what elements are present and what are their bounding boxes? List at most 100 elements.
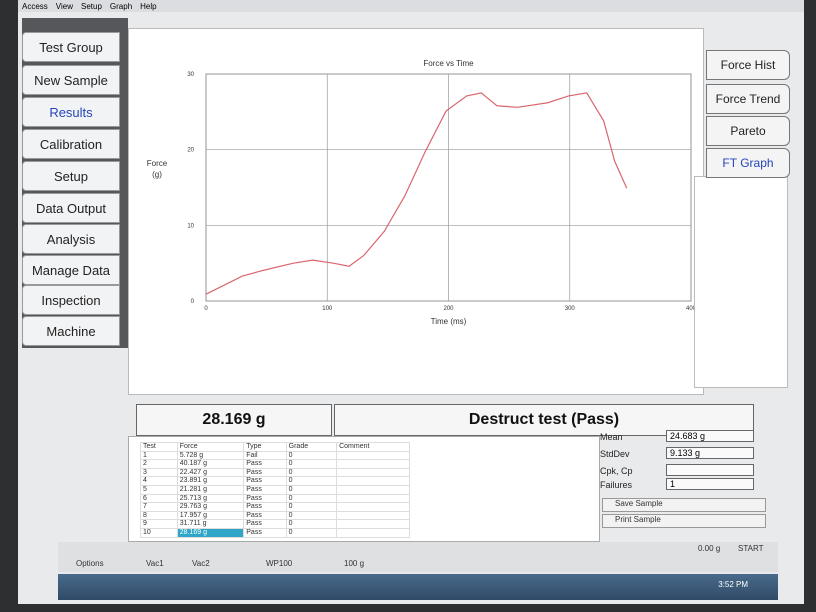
table-row[interactable]: 3 22.427 g Pass 0 xyxy=(140,467,410,478)
left-tab[interactable]: Manage Data xyxy=(22,255,120,285)
button[interactable]: START xyxy=(738,544,764,553)
y-tick-label: 30 xyxy=(187,72,194,78)
x-axis-label: Time (ms) xyxy=(431,317,467,326)
checkbox[interactable]: Vac2 xyxy=(192,559,210,568)
table-cell: 0 xyxy=(285,502,338,512)
table-cell: 0 xyxy=(285,467,338,478)
y-tick-label: 10 xyxy=(187,223,194,229)
x-tick-label: 100 xyxy=(322,306,333,312)
table-row[interactable]: 6 25.713 g Pass 0 xyxy=(140,493,410,504)
table-cell: Pass xyxy=(243,484,287,495)
table-cell xyxy=(336,493,410,504)
table-cell: Pass xyxy=(243,519,287,529)
menu-item[interactable]: Help xyxy=(140,1,157,11)
table-cell xyxy=(336,476,410,486)
left-tab[interactable]: Machine xyxy=(22,316,120,346)
table-row[interactable]: 5 21.281 g Pass 0 xyxy=(140,484,410,495)
stat-value: 1 xyxy=(666,478,754,490)
left-tab[interactable]: Data Output xyxy=(22,193,120,223)
table-cell: 0 xyxy=(285,527,338,538)
table-row[interactable]: 9 31.711 g Pass 0 xyxy=(140,519,410,529)
menu-item[interactable]: Graph xyxy=(109,1,133,11)
status-bar: Options Vac1 Vac2 WP100 100 g 0.00 g START xyxy=(58,542,778,572)
table-cell: 0 xyxy=(285,476,338,486)
table-cell: 3 xyxy=(140,467,178,478)
table-cell: Pass xyxy=(243,510,287,521)
table-cell: Fail xyxy=(243,450,287,461)
table-header: Test Force Type Grade Comment xyxy=(140,442,410,452)
table-cell: 7 xyxy=(140,502,178,512)
taskbar: 3:52 PM xyxy=(58,574,778,600)
clock: 3:52 PM xyxy=(718,580,748,589)
table-row[interactable]: 10 28.169 g Pass 0 xyxy=(140,527,410,538)
left-tab[interactable]: Results xyxy=(22,97,120,127)
menu-bar: Access View Setup Graph Help xyxy=(18,0,804,12)
x-tick-label: 0 xyxy=(204,306,208,312)
left-tab[interactable]: Analysis xyxy=(22,224,120,254)
table-cell: 6 xyxy=(140,493,178,504)
table-row[interactable]: 7 29.763 g Pass 0 xyxy=(140,502,410,512)
table-row[interactable]: 8 17.957 g Pass 0 xyxy=(140,510,410,521)
x-tick-label: 300 xyxy=(565,306,576,312)
right-tab[interactable]: Pareto xyxy=(706,116,790,146)
menu-item[interactable]: Access xyxy=(22,1,48,11)
table-cell: 9 xyxy=(140,519,178,529)
table-cell xyxy=(336,510,410,521)
stat-label: StdDev xyxy=(600,449,630,459)
table-cell: Pass xyxy=(243,493,287,504)
table-row[interactable]: 4 23.891 g Pass 0 xyxy=(140,476,410,486)
table-cell: 28.169 g xyxy=(176,527,245,538)
menu-item[interactable]: View xyxy=(55,1,73,11)
stat-value xyxy=(666,464,754,476)
table-cell: 31.711 g xyxy=(176,519,245,529)
left-tab[interactable]: Test Group xyxy=(22,32,120,62)
right-tab[interactable]: Force Trend xyxy=(706,84,790,114)
table-cell: 0 xyxy=(285,510,338,521)
action-button[interactable]: Print Sample xyxy=(602,514,766,528)
right-tab[interactable]: FT Graph xyxy=(706,148,790,178)
menu-item[interactable]: Setup xyxy=(81,1,102,11)
stat-label: Cpk, Cp xyxy=(600,466,633,476)
table-cell: 4 xyxy=(140,476,178,486)
table-row[interactable]: 2 40.187 g Pass 0 xyxy=(140,459,410,469)
y-axis-label: Force xyxy=(147,159,168,168)
table-cell: Pass xyxy=(243,467,287,478)
column-header: Force xyxy=(176,442,245,452)
table-cell: 29.763 g xyxy=(176,502,245,512)
table-cell: 0 xyxy=(285,450,338,461)
action-button[interactable]: Save Sample xyxy=(602,498,766,512)
chart-title: Force vs Time xyxy=(423,59,474,68)
checkbox[interactable]: Vac1 xyxy=(146,559,164,568)
button[interactable]: Options xyxy=(76,559,104,568)
table-cell xyxy=(336,519,410,529)
table-cell xyxy=(336,459,410,469)
column-header: Type xyxy=(243,442,287,452)
results-table: Test Force Type Grade Comment 1 5.728 g Fail 0 2 4… xyxy=(140,442,410,538)
left-tab[interactable]: Setup xyxy=(22,161,120,191)
force-readout: 28.169 g xyxy=(136,404,332,436)
left-tab[interactable]: Inspection xyxy=(22,285,120,315)
y-tick-label: 0 xyxy=(191,299,195,305)
y-tick-label: 20 xyxy=(187,148,194,154)
table-cell: 25.713 g xyxy=(176,493,245,504)
table-cell: 17.957 g xyxy=(176,510,245,521)
table-cell: 8 xyxy=(140,510,178,521)
field: 0.00 g xyxy=(698,544,721,553)
table-cell: 0 xyxy=(285,519,338,529)
field: WP100 xyxy=(266,559,293,568)
table-cell: 40.187 g xyxy=(176,459,245,469)
left-tab[interactable]: New Sample xyxy=(22,65,120,95)
table-cell: 21.281 g xyxy=(176,484,245,495)
table-cell: Pass xyxy=(243,476,287,486)
table-cell xyxy=(336,450,410,461)
right-tab[interactable]: Force Hist xyxy=(706,50,790,80)
table-cell: Pass xyxy=(243,527,287,538)
table-row[interactable]: 1 5.728 g Fail 0 xyxy=(140,450,410,461)
left-tab[interactable]: Calibration xyxy=(22,129,120,159)
stat-value: 24.683 g xyxy=(666,430,754,442)
chart-panel: Force vs Time Time (ms) Force (g) 0 10 20 30 0 10… xyxy=(128,28,704,395)
table-cell xyxy=(336,484,410,495)
table-cell: Pass xyxy=(243,459,287,469)
table-cell: Pass xyxy=(243,502,287,512)
